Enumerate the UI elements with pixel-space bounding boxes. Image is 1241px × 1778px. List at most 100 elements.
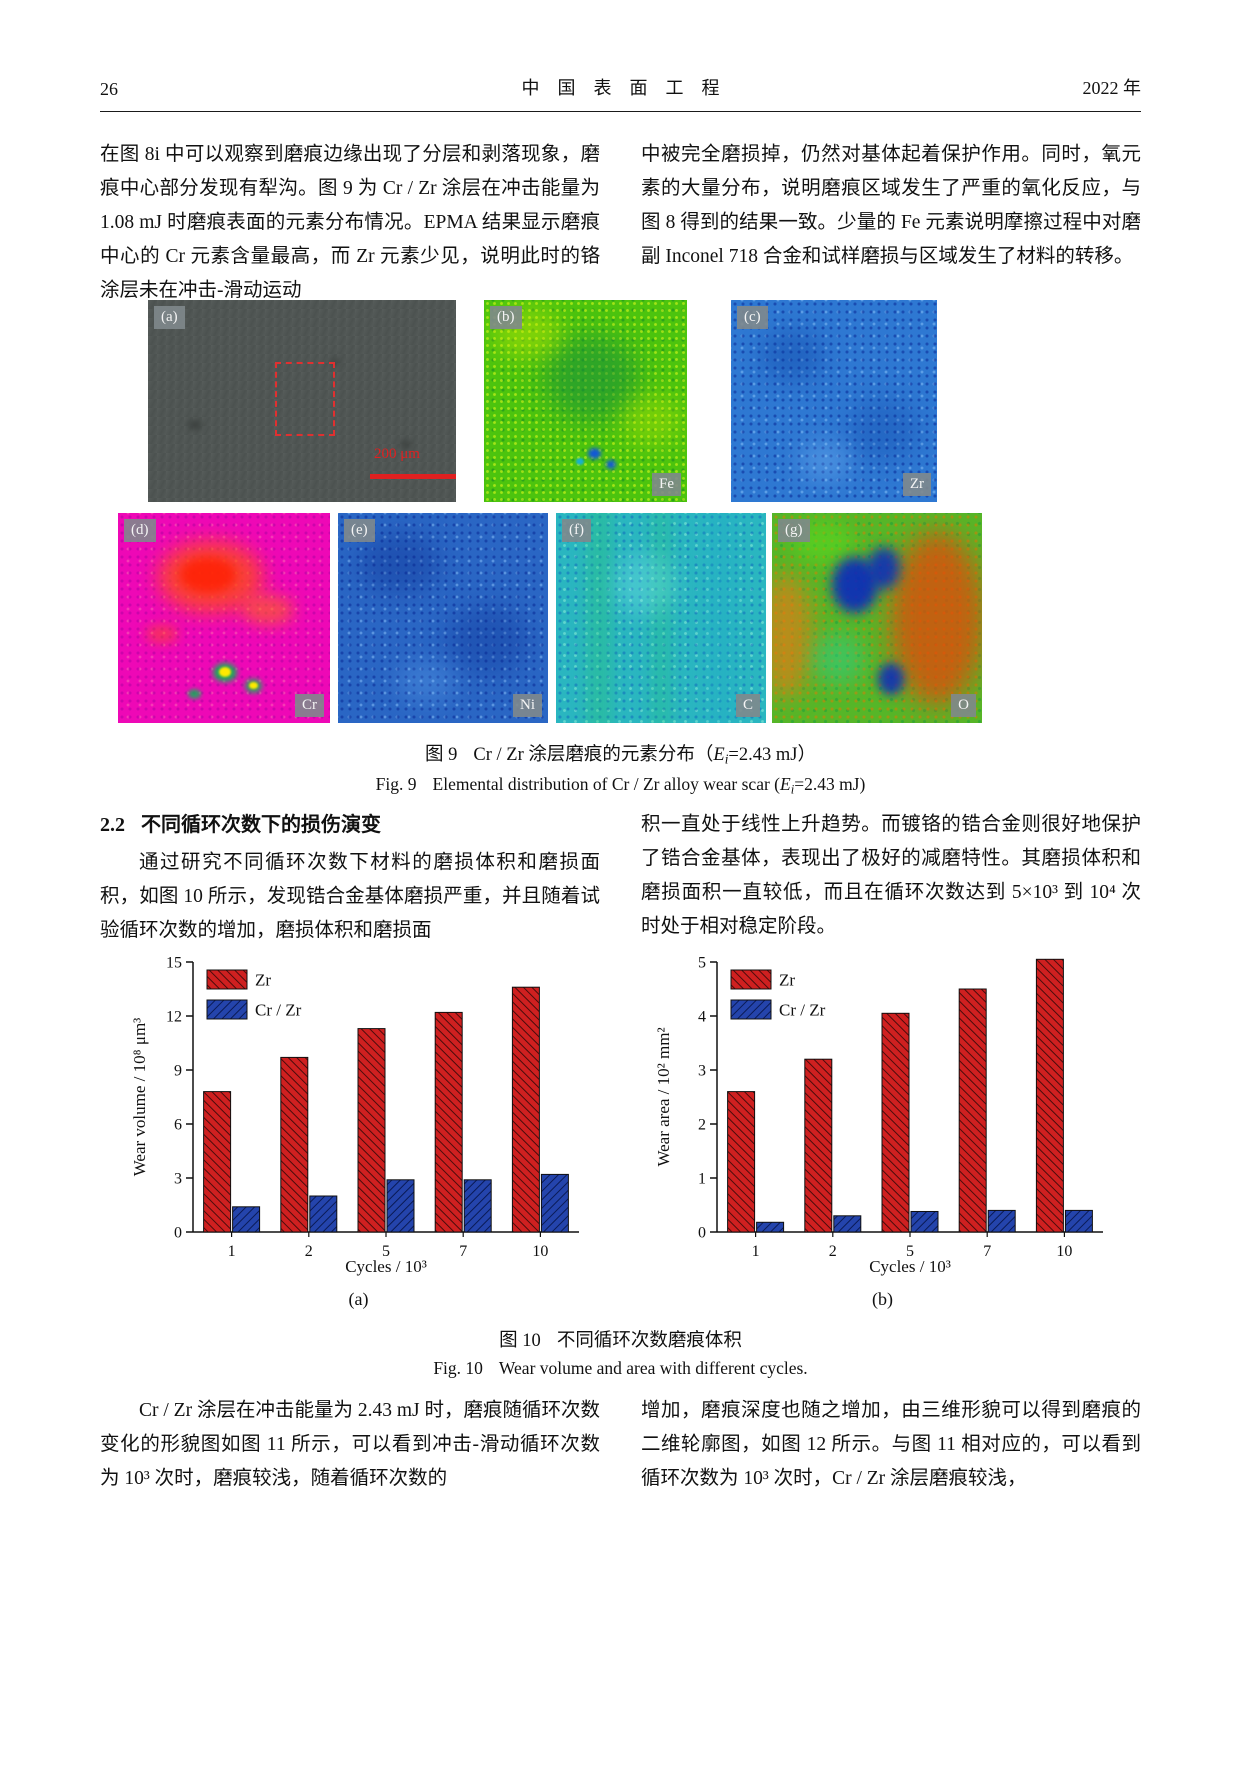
figure-10: 0 3 6 9 12 15 1 2 5 7 10 Zr Cr / Zr Wear volume / 10⁸… xyxy=(100,950,1141,1310)
chart-wear-area: 0 1 2 3 4 5 1 2 5 7 10 Zr Cr / Zr Wear area / 10² mm²… xyxy=(653,950,1113,1287)
paragraph: 在图 8i 中可以观察到磨痕边缘出现了分层和剥落现象，磨痕中心部分发现有犁沟。图… xyxy=(100,144,600,301)
noise-blob xyxy=(188,420,202,430)
c-map-panel: (f) C xyxy=(556,513,766,723)
noise-blob xyxy=(812,633,864,685)
figure-10-caption-en: Fig. 10 Wear volume and area with differe… xyxy=(433,1358,808,1378)
figure-9-caption-cn: 图 9 Cr / Zr 涂层磨痕的元素分布（Ei=2.43 mJ） xyxy=(425,745,816,767)
panel-letter-label: (g) xyxy=(778,519,810,542)
svg-text:3: 3 xyxy=(174,1171,182,1188)
chart-wear-volume: 0 3 6 9 12 15 1 2 5 7 10 Zr Cr / Zr Wear volume / 10⁸… xyxy=(129,950,589,1287)
svg-text:7: 7 xyxy=(459,1243,467,1260)
noise-blob xyxy=(586,513,612,723)
svg-text:6: 6 xyxy=(174,1117,182,1134)
figure-10-caption-cn: 图 10 不同循环次数磨痕体积 xyxy=(499,1331,742,1351)
chart-wrap-b: 0 1 2 3 4 5 1 2 5 7 10 Zr Cr / Zr Wear area / 10² mm²… xyxy=(653,950,1113,1310)
panel-letter-label: (b) xyxy=(490,306,522,329)
closing-right-column: 增加，磨痕深度也随之增加，由三维形貌可以得到磨痕的二维轮廓图，如图 12 所示。… xyxy=(641,1394,1141,1496)
noise-blob xyxy=(146,625,178,643)
svg-text:5: 5 xyxy=(906,1243,914,1260)
paragraph: 通过研究不同循环次数下材料的磨损体积和磨损面积，如图 10 所示，发现锆合金基体… xyxy=(100,852,600,941)
svg-text:5: 5 xyxy=(698,955,706,972)
section-2-2-right-column: 积一直处于线性上升趋势。而镀铬的锆合金则很好地保护了锆合金基体，表现出了极好的减… xyxy=(641,808,1141,948)
panel-letter-label: (a) xyxy=(154,306,185,329)
svg-text:Wear area / 10² mm²: Wear area / 10² mm² xyxy=(654,1027,673,1166)
caption-label: Fig. 9 xyxy=(375,774,417,794)
noise-blob xyxy=(868,547,900,589)
intro-right-column: 中被完全磨损掉，仍然对基体起着保护作用。同时，氧元素的大量分布，说明磨痕区域发生… xyxy=(641,138,1141,308)
noise-blob xyxy=(188,689,201,699)
noise-blob xyxy=(544,335,639,420)
svg-text:7: 7 xyxy=(983,1243,991,1260)
section-2-2-left-column: 2.2 不同循环次数下的损伤演变 通过研究不同循环次数下材料的磨损体积和磨损面积，… xyxy=(100,808,600,948)
svg-text:9: 9 xyxy=(174,1063,182,1080)
svg-text:12: 12 xyxy=(166,1009,182,1026)
svg-text:2: 2 xyxy=(828,1243,836,1260)
scale-bar-label: 200 μm xyxy=(374,446,420,462)
noise-blob xyxy=(651,513,671,723)
page-number: 26 xyxy=(100,79,118,99)
svg-text:4: 4 xyxy=(698,1009,706,1026)
panel-letter-label: (c) xyxy=(737,306,768,329)
noise-blob xyxy=(606,460,616,469)
svg-text:Cycles / 10³: Cycles / 10³ xyxy=(869,1257,951,1276)
year: 2022 年 xyxy=(1082,78,1142,98)
paragraph: Cr / Zr 涂层在冲击能量为 2.43 mJ 时，磨痕随循环次数变化的形貌图… xyxy=(100,1400,600,1489)
svg-text:2: 2 xyxy=(304,1243,312,1260)
noise-blob xyxy=(849,400,919,460)
intro-text-block: 在图 8i 中可以观察到磨痕边缘出现了分层和剥落现象，磨痕中心部分发现有犁沟。图… xyxy=(100,138,1141,308)
o-map-panel: (g) O xyxy=(772,513,982,723)
figure-9-caption-en: Fig. 9 Elemental distribution of Cr / Zr … xyxy=(375,774,866,797)
cr-map-panel: (d) Cr xyxy=(118,513,330,723)
noise-blob xyxy=(706,513,736,723)
caption-label: 图 9 xyxy=(425,745,458,765)
ni-map-panel: (e) Ni xyxy=(338,513,548,723)
scale-bar xyxy=(370,474,456,479)
svg-text:1: 1 xyxy=(751,1243,759,1260)
svg-text:Wear volume / 10⁸ μm³: Wear volume / 10⁸ μm³ xyxy=(130,1018,149,1177)
noise-blob xyxy=(878,663,904,695)
element-label: Cr xyxy=(295,694,324,717)
figure-9: (a) 200 μm (b) Fe (c) Zr (d) xyxy=(100,300,1141,725)
noise-blob xyxy=(358,533,440,593)
panel-letter-label: (f) xyxy=(562,519,591,542)
zr-map-panel: (c) Zr xyxy=(731,300,937,502)
noise-blob xyxy=(890,531,982,706)
noise-blob xyxy=(180,557,236,593)
svg-text:10: 10 xyxy=(532,1243,548,1260)
svg-text:0: 0 xyxy=(174,1225,182,1242)
noise-blob xyxy=(614,553,676,615)
noise-blob xyxy=(799,440,851,482)
svg-text:1: 1 xyxy=(227,1243,235,1260)
noise-blob xyxy=(330,358,340,366)
svg-text:10: 10 xyxy=(1056,1243,1072,1260)
chart-panel-label: (a) xyxy=(348,1289,369,1309)
svg-text:1: 1 xyxy=(698,1171,706,1188)
element-label: O xyxy=(951,694,976,717)
svg-text:Cr / Zr: Cr / Zr xyxy=(779,1001,826,1020)
noise-blob xyxy=(249,682,258,689)
noise-blob xyxy=(242,595,294,625)
journal-title: 中 国 表 面 工 程 xyxy=(521,78,720,98)
svg-text:0: 0 xyxy=(698,1225,706,1242)
section-2-2-heading: 2.2 不同循环次数下的损伤演变 xyxy=(100,814,381,836)
panel-letter-label: (e) xyxy=(344,519,375,542)
svg-text:5: 5 xyxy=(382,1243,390,1260)
svg-text:3: 3 xyxy=(698,1063,706,1080)
noise-blob xyxy=(448,605,528,675)
noise-blob xyxy=(772,573,812,698)
noise-blob xyxy=(588,448,601,459)
element-label: C xyxy=(735,694,760,717)
paragraph: 中被完全磨损掉，仍然对基体起着保护作用。同时，氧元素的大量分布，说明磨痕区域发生… xyxy=(641,144,1141,267)
svg-text:Cycles / 10³: Cycles / 10³ xyxy=(345,1257,427,1276)
element-label: Fe xyxy=(652,473,681,496)
caption-label: Fig. 10 xyxy=(433,1358,483,1378)
chart-wrap-a: 0 3 6 9 12 15 1 2 5 7 10 Zr Cr / Zr Wear volume / 10⁸… xyxy=(129,950,589,1310)
caption-label: 图 10 xyxy=(499,1331,541,1351)
element-label: Ni xyxy=(513,694,542,717)
closing-text-block: Cr / Zr 涂层在冲击能量为 2.43 mJ 时，磨痕随循环次数变化的形貌图… xyxy=(100,1394,1141,1496)
roi-dashed-box xyxy=(275,362,335,436)
element-label: Zr xyxy=(902,473,931,496)
sem-image-panel: (a) 200 μm xyxy=(148,300,456,502)
intro-left-column: 在图 8i 中可以观察到磨痕边缘出现了分层和剥落现象，磨痕中心部分发现有犁沟。图… xyxy=(100,138,600,308)
